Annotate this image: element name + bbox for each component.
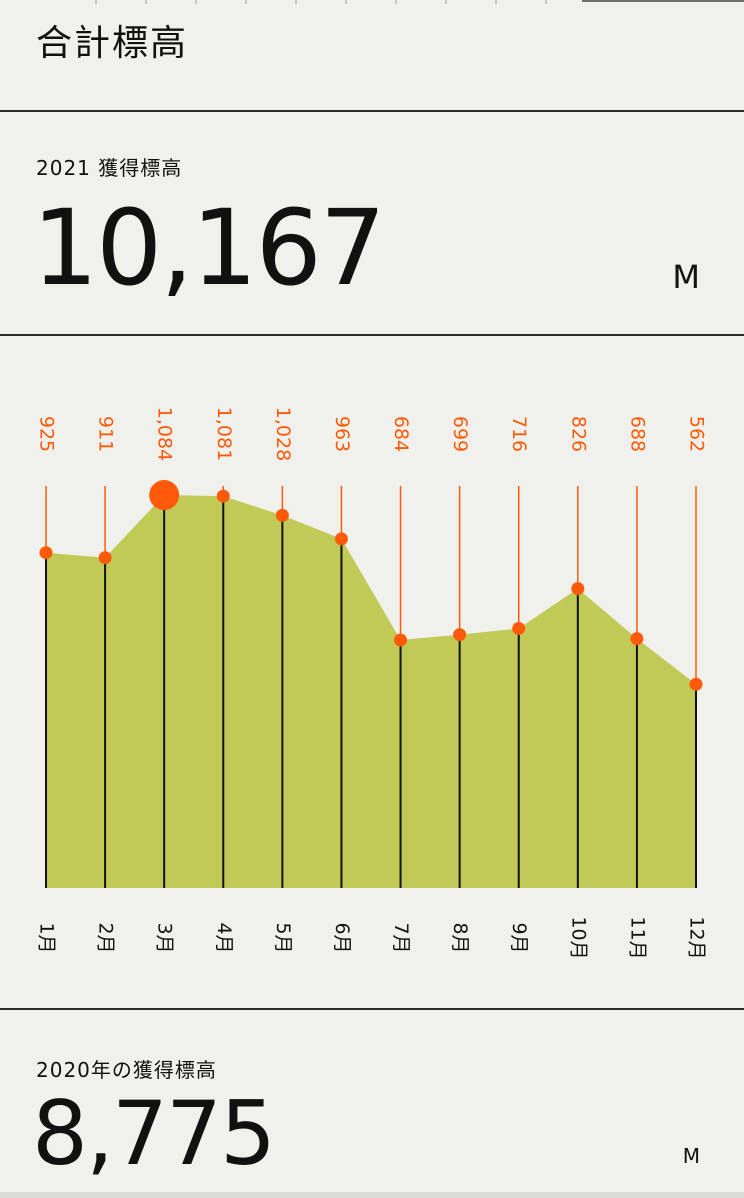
value-label: 911 [95, 416, 117, 452]
value-label: 963 [331, 416, 353, 452]
month-label: 4月 [213, 922, 235, 953]
monthly-elevation-chart: 925 911 1,084 1,081 1,028 963 684 699 716 826 688 5… [36, 407, 708, 960]
data-point[interactable] [630, 632, 644, 646]
value-label: 699 [449, 416, 471, 452]
chart-divider [0, 1008, 744, 1010]
data-point[interactable] [394, 633, 408, 647]
month-label: 6月 [331, 922, 353, 953]
month-label: 12月 [686, 916, 708, 959]
value-label: 562 [686, 416, 708, 452]
previous-year-unit: M [682, 1144, 700, 1168]
header-divider [0, 110, 744, 112]
value-label: 684 [390, 416, 412, 452]
data-point[interactable] [512, 621, 526, 635]
page-title: 合計標高 [36, 23, 189, 64]
month-label: 5月 [272, 922, 294, 953]
value-label: 716 [508, 416, 530, 452]
top-scroll-indicator [95, 0, 744, 4]
highlight-data-point[interactable] [149, 480, 180, 511]
month-label: 11月 [626, 916, 648, 959]
data-point[interactable] [334, 532, 348, 546]
data-point[interactable] [689, 677, 703, 691]
month-label: 2月 [95, 922, 117, 953]
current-year-label: 2021 獲得標高 [36, 156, 183, 180]
month-label: 1月 [36, 922, 58, 953]
month-label: 10月 [567, 916, 589, 959]
current-year-total: 10,167 [32, 187, 386, 309]
value-label: 826 [567, 416, 589, 452]
month-label: 9月 [508, 922, 530, 953]
summary-divider [0, 334, 744, 336]
value-label: 688 [626, 416, 648, 452]
month-label: 3月 [154, 922, 176, 953]
data-point[interactable] [98, 551, 112, 565]
data-point[interactable] [275, 508, 289, 522]
current-year-unit: M [672, 258, 700, 296]
value-label: 1,028 [272, 407, 294, 461]
previous-year-total: 8,775 [32, 1082, 276, 1185]
data-point[interactable] [39, 546, 53, 560]
month-label: 7月 [390, 922, 412, 953]
data-point[interactable] [453, 628, 467, 642]
value-label: 1,084 [154, 407, 176, 461]
data-point[interactable] [571, 582, 585, 596]
month-label: 8月 [449, 922, 471, 953]
previous-year-label: 2020年の獲得標高 [36, 1058, 217, 1082]
value-label: 925 [36, 416, 58, 452]
data-point[interactable] [216, 489, 230, 503]
elevation-area [46, 495, 696, 888]
bottom-edge [0, 1192, 744, 1198]
value-label: 1,081 [213, 407, 235, 461]
